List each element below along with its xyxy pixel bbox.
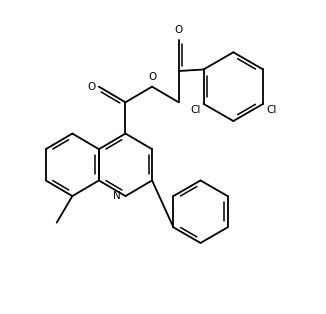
Text: O: O — [148, 72, 156, 82]
Text: O: O — [88, 82, 96, 92]
Text: O: O — [174, 25, 183, 35]
Text: Cl: Cl — [266, 106, 277, 116]
Text: Cl: Cl — [190, 106, 200, 116]
Text: N: N — [113, 191, 121, 201]
